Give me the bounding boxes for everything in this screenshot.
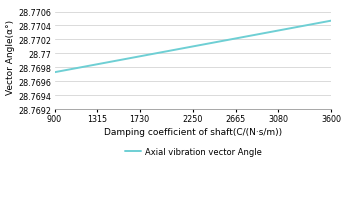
Axial vibration vector Angle: [222, 40, 226, 43]
Axial vibration vector Angle: [286, 28, 290, 31]
Axial vibration vector Angle: [53, 72, 58, 74]
Line: Axial vibration vector Angle: Axial vibration vector Angle: [54, 21, 331, 73]
Axial vibration vector Angle: [52, 72, 57, 74]
Axial vibration vector Angle: [217, 41, 221, 44]
Axial vibration vector Angle: [303, 25, 307, 27]
Y-axis label: Vector Angle(α°): Vector Angle(α°): [6, 20, 15, 95]
Axial vibration vector Angle: [329, 20, 333, 23]
Legend: Axial vibration vector Angle: Axial vibration vector Angle: [121, 144, 265, 160]
X-axis label: Damping coefficient of shaft(C/(N·s/m)): Damping coefficient of shaft(C/(N·s/m)): [104, 128, 282, 137]
Axial vibration vector Angle: [217, 41, 221, 43]
